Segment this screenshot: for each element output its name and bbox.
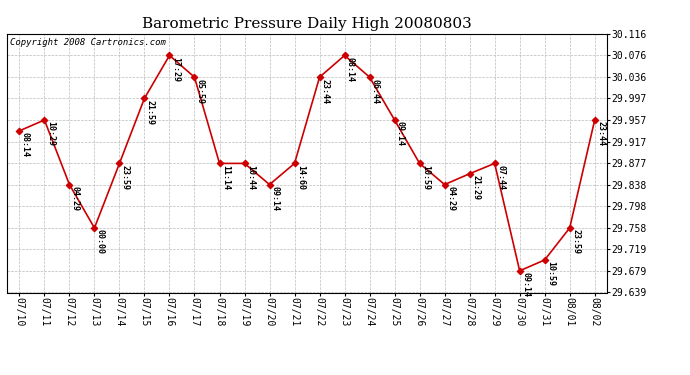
Text: 04:29: 04:29	[446, 186, 455, 211]
Text: 08:14: 08:14	[21, 132, 30, 157]
Point	[389, 117, 400, 123]
Text: 00:00: 00:00	[96, 230, 105, 254]
Text: 10:29: 10:29	[46, 122, 55, 146]
Point	[564, 225, 575, 231]
Text: 04:29: 04:29	[71, 186, 80, 211]
Text: 07:44: 07:44	[496, 165, 505, 190]
Text: 17:29: 17:29	[171, 57, 180, 82]
Point	[214, 160, 225, 166]
Text: 23:44: 23:44	[596, 122, 605, 146]
Point	[539, 257, 550, 263]
Text: 23:59: 23:59	[571, 230, 580, 254]
Point	[39, 117, 50, 123]
Text: 14:60: 14:60	[296, 165, 305, 190]
Text: 08:14: 08:14	[346, 57, 355, 82]
Text: 09:14: 09:14	[271, 186, 280, 211]
Point	[289, 160, 300, 166]
Point	[64, 182, 75, 188]
Point	[514, 268, 525, 274]
Point	[239, 160, 250, 166]
Text: 11:14: 11:14	[221, 165, 230, 190]
Point	[489, 160, 500, 166]
Point	[264, 182, 275, 188]
Point	[189, 74, 200, 80]
Point	[364, 74, 375, 80]
Point	[139, 95, 150, 101]
Text: 21:29: 21:29	[471, 175, 480, 200]
Text: 10:59: 10:59	[546, 261, 555, 286]
Point	[339, 53, 350, 58]
Text: 09:14: 09:14	[521, 272, 530, 297]
Text: 10:44: 10:44	[246, 165, 255, 190]
Text: Copyright 2008 Cartronics.com: Copyright 2008 Cartronics.com	[10, 38, 166, 46]
Point	[164, 53, 175, 58]
Point	[114, 160, 125, 166]
Point	[89, 225, 100, 231]
Point	[414, 160, 425, 166]
Point	[14, 128, 25, 134]
Text: 21:59: 21:59	[146, 100, 155, 125]
Text: 10:59: 10:59	[421, 165, 430, 190]
Text: 06:44: 06:44	[371, 78, 380, 104]
Point	[314, 74, 325, 80]
Text: 05:59: 05:59	[196, 78, 205, 104]
Title: Barometric Pressure Daily High 20080803: Barometric Pressure Daily High 20080803	[142, 17, 472, 31]
Point	[589, 117, 600, 123]
Point	[439, 182, 450, 188]
Text: 09:14: 09:14	[396, 122, 405, 146]
Text: 23:44: 23:44	[321, 78, 330, 104]
Point	[464, 171, 475, 177]
Text: 23:59: 23:59	[121, 165, 130, 190]
